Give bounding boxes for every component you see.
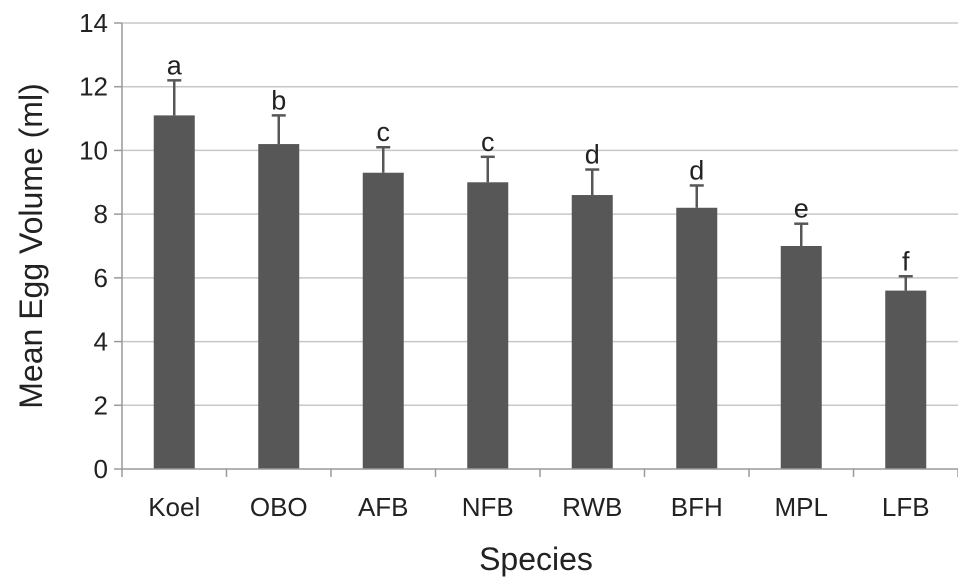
x-tick-label: RWB <box>562 492 622 522</box>
significance-label: d <box>689 155 704 185</box>
error-bars <box>167 79 913 291</box>
significance-label: f <box>902 246 910 276</box>
significance-label: b <box>271 85 286 115</box>
bar-lfb <box>885 290 927 469</box>
bar-mpl <box>780 246 822 469</box>
y-tick-label: 6 <box>94 263 108 293</box>
x-tick-label: AFB <box>358 492 409 522</box>
significance-label: c <box>377 117 391 147</box>
y-tick-label: 10 <box>79 135 108 165</box>
y-tick-label: 4 <box>94 327 108 357</box>
x-tick-label: LFB <box>882 492 930 522</box>
bar-afb <box>362 172 404 469</box>
x-tick-label: OBO <box>250 492 308 522</box>
y-tick-label: 14 <box>79 8 108 38</box>
bar-bfh <box>676 207 718 469</box>
bars <box>153 115 927 470</box>
x-tick-label: MPL <box>775 492 828 522</box>
gridlines <box>114 22 958 477</box>
significance-label: c <box>481 127 495 157</box>
y-tick-label: 12 <box>79 72 108 102</box>
y-tick-label: 8 <box>94 199 108 229</box>
significance-label: a <box>167 50 183 80</box>
bar-nfb <box>467 182 509 470</box>
x-tick-label: NFB <box>462 492 514 522</box>
significance-labels: a b c c d d e f <box>167 50 910 276</box>
axes <box>121 23 958 470</box>
y-tick-labels: 0 2 4 6 8 10 12 14 <box>79 8 108 484</box>
x-tick-label: Koel <box>148 492 200 522</box>
bar-rwb <box>571 195 613 469</box>
bar-koel <box>153 115 195 469</box>
x-tick-label: BFH <box>671 492 723 522</box>
significance-label: e <box>794 194 809 224</box>
y-axis-title: Mean Egg Volume (ml) <box>13 83 49 408</box>
y-tick-label: 0 <box>94 454 108 484</box>
bar-obo <box>258 144 300 470</box>
x-tick-labels: Koel OBO AFB NFB RWB BFH MPL LFB <box>148 492 929 522</box>
x-axis-title: Species <box>479 541 593 577</box>
y-tick-label: 2 <box>94 390 108 420</box>
significance-label: d <box>585 140 600 170</box>
